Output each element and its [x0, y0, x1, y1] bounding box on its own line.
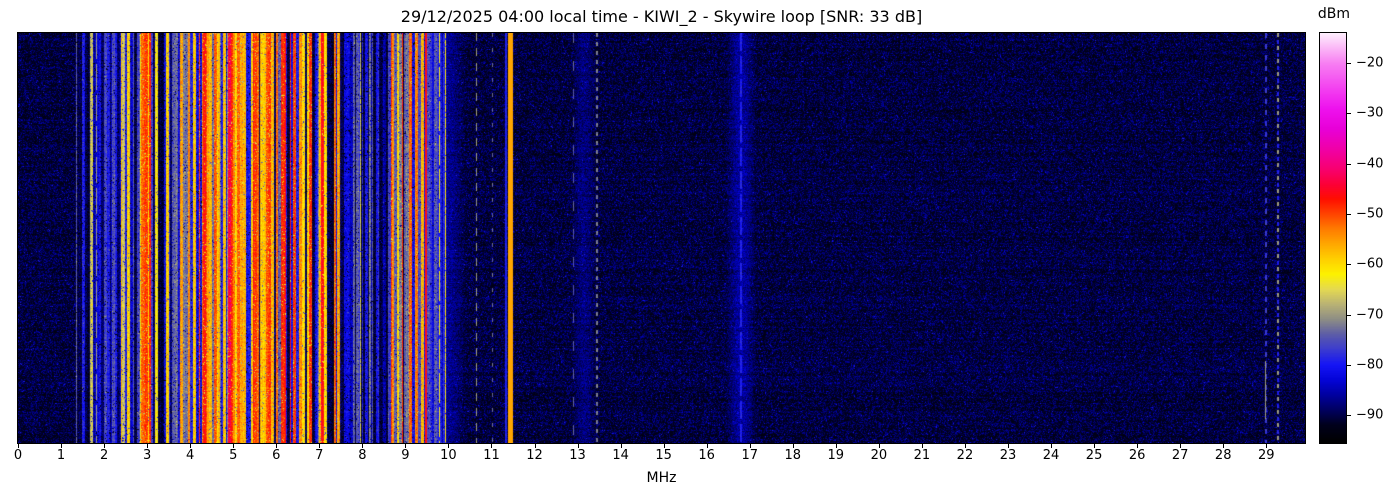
x-tick-label: 26: [1128, 448, 1146, 463]
x-tick-mark: [620, 444, 622, 448]
x-tick-label: 22: [956, 448, 974, 463]
x-tick-mark: [18, 444, 19, 448]
x-tick-mark: [792, 444, 794, 448]
x-tick-mark: [147, 444, 149, 448]
x-tick-label: 13: [569, 448, 586, 463]
colorbar-tick-label: −30: [1356, 105, 1384, 121]
colorbar-tick-label: −80: [1356, 357, 1384, 373]
x-tick-mark: [233, 444, 235, 448]
x-tick-label: 16: [698, 448, 715, 463]
x-tick-mark: [319, 444, 321, 448]
x-tick-mark: [964, 444, 966, 448]
x-tick-label: 0: [13, 448, 23, 463]
x-tick-label: 19: [827, 448, 845, 463]
x-tick-mark: [276, 444, 278, 448]
x-tick-label: 8: [358, 448, 367, 463]
colorbar-tick-label: −50: [1356, 206, 1384, 222]
colorbar-unit-label: dBm: [1317, 6, 1351, 22]
colorbar-tick-label: −60: [1356, 256, 1384, 272]
x-tick-mark: [362, 444, 364, 448]
x-tick-label: 10: [440, 448, 457, 463]
colorbar-tick-mark: [1347, 264, 1351, 266]
x-tick-mark: [1137, 444, 1139, 448]
x-tick-label: 2: [99, 448, 109, 463]
colorbar-gradient: [1320, 33, 1346, 443]
x-tick-label: 25: [1085, 448, 1103, 463]
colorbar-tick-label: −20: [1356, 55, 1384, 71]
x-tick-mark: [1008, 444, 1009, 448]
x-tick-mark: [878, 444, 880, 448]
colorbar-tick-mark: [1347, 63, 1351, 65]
x-tick-label: 27: [1171, 448, 1189, 463]
colorbar-tick-mark: [1347, 314, 1351, 316]
x-tick-label: 7: [315, 448, 324, 463]
colorbar: [1319, 32, 1347, 444]
x-tick-mark: [534, 444, 536, 448]
x-tick-mark: [104, 444, 106, 448]
colorbar-tick-mark: [1347, 365, 1351, 367]
x-tick-mark: [190, 444, 192, 448]
x-tick-mark: [1094, 444, 1096, 448]
x-tick-mark: [1180, 444, 1182, 448]
x-tick-mark: [921, 444, 923, 448]
x-tick-mark: [61, 444, 63, 448]
x-tick-mark: [1051, 444, 1053, 448]
x-tick-mark: [706, 444, 708, 448]
x-tick-mark: [663, 444, 665, 448]
x-tick-mark: [448, 444, 450, 448]
x-tick-label: 15: [655, 448, 672, 463]
x-tick-label: 1: [56, 448, 66, 463]
colorbar-tick-label: −70: [1356, 307, 1384, 323]
x-tick-label: 4: [186, 448, 195, 463]
x-tick-label: 9: [401, 448, 410, 463]
chart-title: 29/12/2025 04:00 local time - KIWI_2 - S…: [400, 7, 923, 26]
colorbar-tick-label: −40: [1356, 156, 1384, 172]
x-tick-label: 18: [784, 448, 802, 463]
x-tick-mark: [835, 444, 837, 448]
x-tick-mark: [491, 444, 493, 448]
x-tick-label: 6: [272, 448, 281, 463]
plot-area: [17, 32, 1306, 444]
colorbar-tick-mark: [1347, 163, 1351, 165]
x-tick-mark: [1223, 444, 1225, 448]
colorbar-tick-mark: [1347, 415, 1351, 417]
x-tick-label: 12: [526, 448, 543, 463]
x-tick-mark: [405, 444, 407, 448]
x-tick-label: 23: [999, 448, 1017, 463]
x-tick-label: 3: [142, 448, 152, 463]
x-tick-label: 29: [1257, 448, 1275, 463]
x-tick-label: 11: [483, 448, 500, 463]
x-tick-label: 24: [1042, 448, 1060, 463]
colorbar-tick-mark: [1347, 214, 1351, 216]
x-axis-label: MHz: [646, 470, 677, 486]
x-tick-label: 5: [229, 448, 238, 463]
x-tick-label: 14: [612, 448, 629, 463]
colorbar-tick-mark: [1347, 113, 1351, 115]
x-tick-label: 28: [1214, 448, 1232, 463]
colorbar-tick-label: −90: [1356, 407, 1384, 423]
x-tick-label: 21: [913, 448, 931, 463]
x-tick-mark: [577, 444, 579, 448]
spectrogram-canvas: [18, 33, 1305, 443]
x-tick-label: 17: [741, 448, 759, 463]
x-tick-label: 20: [870, 448, 888, 463]
x-tick-mark: [1266, 444, 1268, 448]
x-tick-mark: [749, 444, 751, 448]
